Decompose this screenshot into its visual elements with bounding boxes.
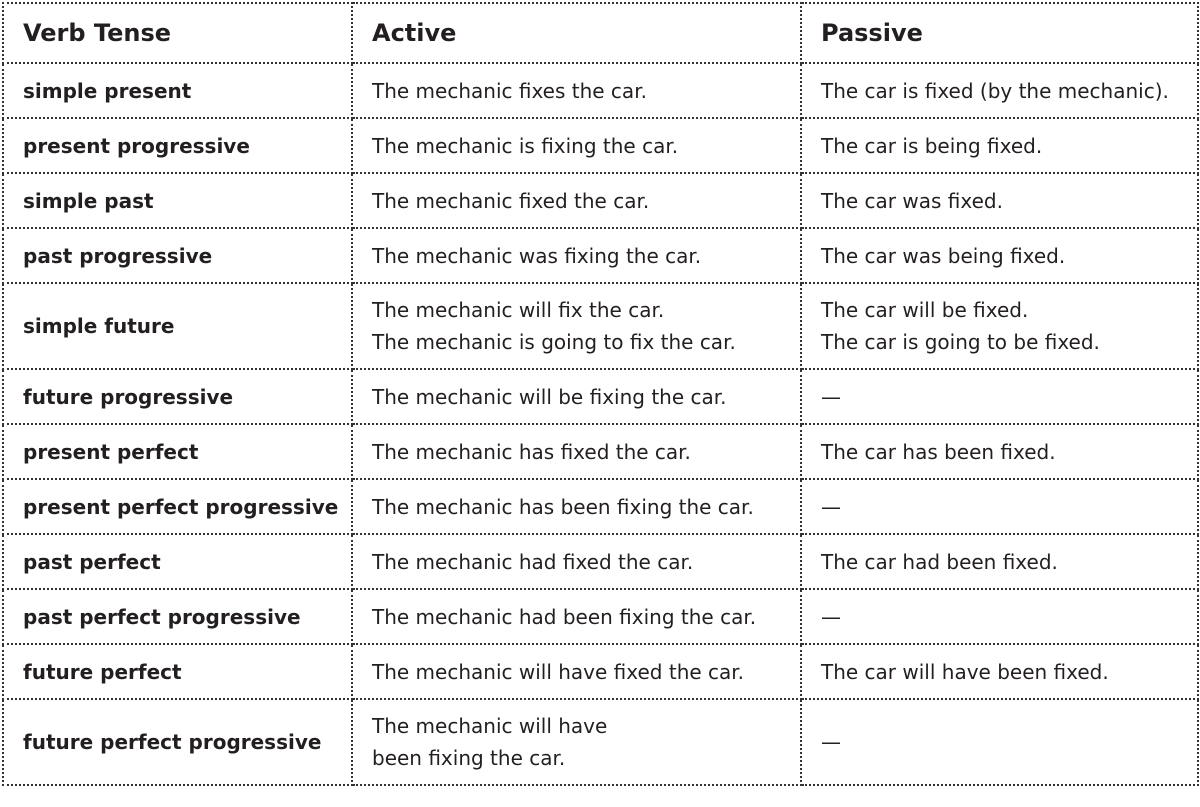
table-row: past progressive The mechanic was fixing … [2, 227, 1199, 284]
passive-sentence: — [821, 494, 841, 519]
active-sentence: The mechanic was fixing the car. [372, 243, 702, 268]
passive-sentence: The car is fixed (by the mechanic). [821, 78, 1169, 103]
active-sentence: The mechanic has fixed the car. [372, 439, 691, 464]
active-cell: The mechanic will be fixing the car. [351, 368, 802, 425]
active-cell: The mechanic has been fixing the car. [351, 478, 802, 535]
table-row: simple present The mechanic fixes the car… [2, 62, 1199, 119]
header-active: Active [351, 2, 802, 64]
active-cell: The mechanic had fixed the car. [351, 533, 802, 590]
active-cell: The mechanic has fixed the car. [351, 423, 802, 480]
verb-tense-table: Verb Tense Active Passive simple present… [2, 2, 1199, 786]
table-row: future perfect progressive The mechanic w… [2, 698, 1199, 786]
header-verb-tense: Verb Tense [2, 2, 353, 64]
passive-sentence: The car had been fixed. [821, 549, 1058, 574]
passive-cell: — [800, 698, 1199, 786]
passive-cell: — [800, 478, 1199, 535]
active-cell: The mechanic fixes the car. [351, 62, 802, 119]
tense-cell: future perfect [2, 643, 353, 700]
active-sentence: The mechanic had been fixing the car. [372, 604, 757, 629]
active-sentence: The mechanic will be fixing the car. [372, 384, 727, 409]
tense-cell: past perfect [2, 533, 353, 590]
tense-cell: past progressive [2, 227, 353, 284]
active-cell: The mechanic had been fixing the car. [351, 588, 802, 645]
passive-sentence: The car will have been fixed. [821, 659, 1109, 684]
passive-cell: The car will be fixed. The car is going t… [800, 282, 1199, 370]
table-row: simple past The mechanic fixed the car. Th… [2, 172, 1199, 229]
passive-sentence: — [821, 384, 841, 409]
passive-cell: The car was fixed. [800, 172, 1199, 229]
table-row: future perfect The mechanic will have fix… [2, 643, 1199, 700]
table-body: simple present The mechanic fixes the car… [2, 62, 1199, 786]
passive-cell: — [800, 588, 1199, 645]
active-sentence: The mechanic will have [372, 714, 608, 738]
table-row: future progressive The mechanic will be f… [2, 368, 1199, 425]
passive-cell: The car is fixed (by the mechanic). [800, 62, 1199, 119]
active-sentence: The mechanic will have fixed the car. [372, 659, 745, 684]
active-sentence: The mechanic is going to fix the car. [372, 330, 736, 354]
passive-cell: The car will have been fixed. [800, 643, 1199, 700]
passive-sentence: The car has been fixed. [821, 439, 1056, 464]
passive-sentence: The car will be fixed. [821, 298, 1029, 322]
active-sentence: been fixing the car. [372, 746, 566, 770]
passive-sentence: — [821, 604, 841, 629]
passive-cell: The car has been fixed. [800, 423, 1199, 480]
passive-cell: The car had been fixed. [800, 533, 1199, 590]
header-row: Verb Tense Active Passive [2, 2, 1199, 64]
active-cell: The mechanic is fixing the car. [351, 117, 802, 174]
active-cell: The mechanic will fix the car. The mechan… [351, 282, 802, 370]
tense-cell: present perfect [2, 423, 353, 480]
table-row: past perfect progressive The mechanic had… [2, 588, 1199, 645]
tense-cell: past perfect progressive [2, 588, 353, 645]
tense-cell: present progressive [2, 117, 353, 174]
active-cell: The mechanic will have fixed the car. [351, 643, 802, 700]
passive-cell: — [800, 368, 1199, 425]
table-row: present progressive The mechanic is fixin… [2, 117, 1199, 174]
tense-cell: simple future [2, 282, 353, 370]
table-row: present perfect The mechanic has fixed th… [2, 423, 1199, 480]
passive-cell: The car is being fixed. [800, 117, 1199, 174]
passive-sentence: The car is going to be fixed. [821, 330, 1100, 354]
active-cell: The mechanic fixed the car. [351, 172, 802, 229]
tense-cell: simple past [2, 172, 353, 229]
table-row: past perfect The mechanic had fixed the c… [2, 533, 1199, 590]
passive-sentence: — [821, 730, 841, 754]
active-sentence: The mechanic had fixed the car. [372, 549, 694, 574]
passive-sentence: The car was being fixed. [821, 243, 1066, 268]
active-sentence: The mechanic fixes the car. [372, 78, 647, 103]
tense-cell: simple present [2, 62, 353, 119]
passive-sentence: The car is being fixed. [821, 133, 1043, 158]
tense-cell: future progressive [2, 368, 353, 425]
table-row: simple future The mechanic will fix the c… [2, 282, 1199, 370]
active-sentence: The mechanic will fix the car. [372, 298, 665, 322]
header-passive: Passive [800, 2, 1199, 64]
active-cell: The mechanic was fixing the car. [351, 227, 802, 284]
table-row: present perfect progressive The mechanic … [2, 478, 1199, 535]
active-cell: The mechanic will have been fixing the ca… [351, 698, 802, 786]
active-sentence: The mechanic has been fixing the car. [372, 494, 754, 519]
active-sentence: The mechanic fixed the car. [372, 188, 650, 213]
tense-cell: future perfect progressive [2, 698, 353, 786]
passive-sentence: The car was fixed. [821, 188, 1003, 213]
active-sentence: The mechanic is fixing the car. [372, 133, 679, 158]
passive-cell: The car was being fixed. [800, 227, 1199, 284]
tense-cell: present perfect progressive [2, 478, 353, 535]
